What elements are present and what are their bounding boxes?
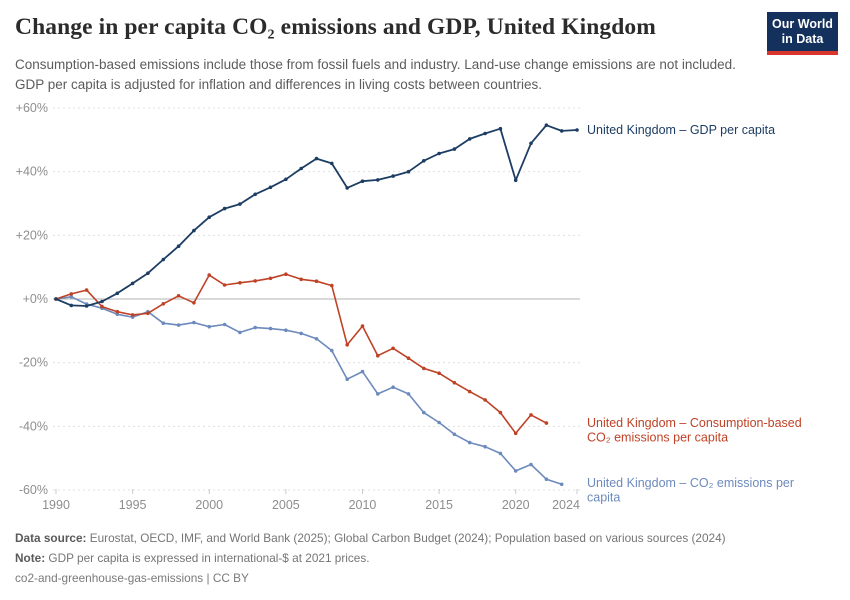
y-axis-tick-label: +20% [16, 228, 48, 242]
owid-logo-line1: Our World [772, 17, 833, 31]
x-axis-tick-label: 2000 [195, 498, 223, 512]
data-source-text: Eurostat, OECD, IMF, and World Bank (202… [86, 531, 726, 545]
x-axis-tick-label: 2024 [552, 498, 580, 512]
note-line: Note: GDP per capita is expressed in int… [15, 548, 835, 568]
chart-slug-link[interactable]: co2-and-greenhouse-gas-emissions | CC BY [15, 571, 249, 585]
gdp-per-capita-line[interactable] [54, 123, 579, 308]
chart-subtitle: Consumption-based emissions include thos… [15, 57, 736, 92]
production-co2-label[interactable]: United Kingdom – CO₂ emissions per capita [587, 476, 794, 505]
consumption-co2-label[interactable]: United Kingdom – Consumption-based CO₂ em… [587, 416, 802, 445]
data-source-line: Data source: Eurostat, OECD, IMF, and Wo… [15, 528, 835, 548]
x-axis-tick-label: 2020 [502, 498, 530, 512]
consumption-co2-line[interactable] [54, 272, 549, 436]
y-axis-tick-label: -20% [19, 356, 48, 370]
x-axis-tick-label: 1995 [119, 498, 147, 512]
y-axis-tick-label: -40% [19, 419, 48, 433]
y-axis-tick-label: +60% [16, 101, 48, 115]
chart-footer: Data source: Eurostat, OECD, IMF, and Wo… [15, 528, 835, 588]
y-axis-tick-label: +0% [23, 292, 48, 306]
production-co2-line[interactable] [54, 295, 564, 487]
note-label: Note: [15, 551, 46, 565]
x-axis-tick-label: 2010 [349, 498, 377, 512]
owid-logo[interactable]: Our World in Data [767, 12, 838, 55]
page-title: Change in per capita CO₂ emissions and G… [15, 14, 656, 40]
note-text: GDP per capita is expressed in internati… [45, 551, 370, 565]
owid-logo-line2: in Data [781, 32, 824, 46]
gdp-per-capita-label[interactable]: United Kingdom – GDP per capita [587, 123, 775, 137]
x-axis-tick-label: 1990 [42, 498, 70, 512]
x-axis-tick-label: 2005 [272, 498, 300, 512]
x-axis-tick-label: 2015 [425, 498, 453, 512]
y-axis-tick-label: +40% [16, 165, 48, 179]
data-source-label: Data source: [15, 531, 87, 545]
y-axis-tick-label: -60% [19, 483, 48, 497]
